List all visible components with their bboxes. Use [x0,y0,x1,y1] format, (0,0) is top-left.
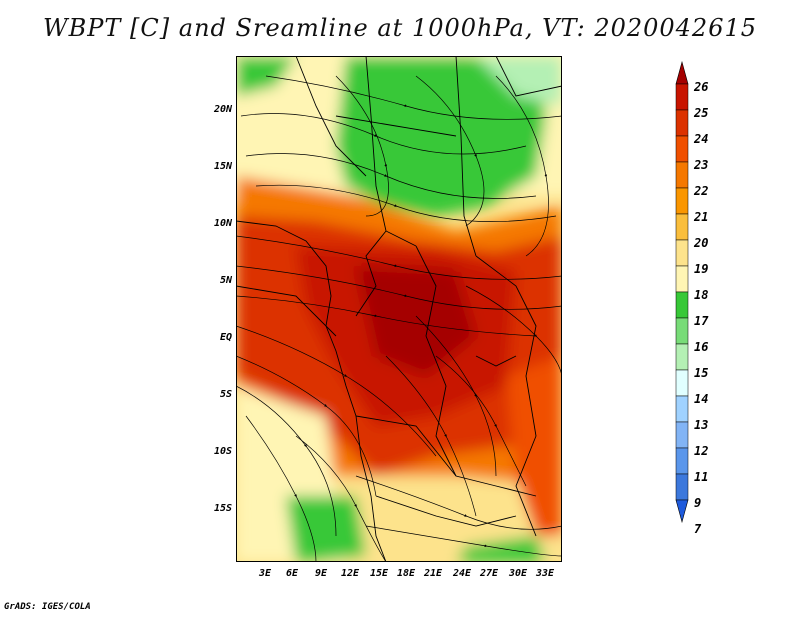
lon-label-24e: 24E [452,568,472,579]
colorbar-label-25: 25 [694,106,709,120]
field-darkred-core-2 [356,266,476,376]
lat-label-5n: 5N [219,275,232,286]
colorbar-label-11: 11 [694,470,709,484]
colorbar-swatch-11 [675,447,689,475]
colorbar-label-24: 24 [694,132,709,146]
colorbar-swatch-13 [675,395,689,423]
map-plot [236,56,562,562]
lat-label-20n: 20N [213,104,232,115]
lon-label-21e: 21E [423,568,443,579]
colorbar-swatch-22 [675,161,689,189]
lat-label-5s: 5S [219,389,232,400]
colorbar-top-arrow [675,60,689,85]
colorbar-swatch-18 [675,265,689,293]
map-title: WBPT [C] and Sreamline at 1000hPa, VT: 2… [42,14,758,42]
colorbar-label-26: 26 [694,80,709,94]
lat-label-15n: 15N [213,161,232,172]
colorbar-label-12: 12 [694,444,709,458]
field-south-yellow [326,476,562,562]
lat-label-15s: 15S [213,503,232,514]
colorbar-label-9: 9 [694,496,702,510]
lon-label-15e: 15E [369,568,389,579]
colorbar-label-20: 20 [694,236,709,250]
colorbar-bottom-arrow [675,499,689,524]
lat-label-eq: EQ [219,332,232,343]
colorbar-swatch-16 [675,317,689,345]
field-north-lightgreen [476,56,562,106]
colorbar-label-23: 23 [694,158,709,172]
colorbar-swatch-19 [675,239,689,267]
field-se-green [456,536,546,562]
lat-label-10s: 10S [213,446,232,457]
streamlines [236,75,562,562]
colorbar-label-7: 7 [694,522,702,536]
colorbar-swatch-20 [675,213,689,241]
lat-label-10n: 10N [213,218,232,229]
colorbar-swatch-21 [675,187,689,215]
lon-label-18e: 18E [396,568,416,579]
lon-label-33e: 33E [535,568,555,579]
lon-label-12e: 12E [340,568,360,579]
colorbar-swatch-24 [675,109,689,137]
field-east-orange [506,356,562,536]
borders [236,56,562,562]
lon-label-9e: 9E [314,568,328,579]
lon-label-3e: 3E [258,568,272,579]
colorbar-swatch-9 [675,473,689,501]
colorbar-swatch-12 [675,421,689,449]
colorbar [675,60,689,524]
footer-credit: GrADS: IGES/COLA [4,602,91,612]
lon-label-30e: 30E [508,568,528,579]
colorbar-swatch-25 [675,83,689,111]
colorbar-label-22: 22 [694,184,709,198]
colorbar-swatch-17 [675,291,689,319]
lon-label-27e: 27E [479,568,499,579]
colorbar-label-21: 21 [694,210,709,224]
field-sw-green [286,496,366,562]
colorbar-label-17: 17 [694,314,709,328]
colorbar-label-15: 15 [694,366,709,380]
colorbar-label-19: 19 [694,262,709,276]
field-north-green [336,56,546,216]
colorbar-swatch-14 [675,369,689,397]
colorbar-label-14: 14 [694,392,709,406]
colorbar-label-18: 18 [694,288,709,302]
colorbar-swatch-23 [675,135,689,163]
colorbar-swatch-15 [675,343,689,371]
lon-label-6e: 6E [285,568,299,579]
map-panel [236,56,562,562]
colorbar-label-13: 13 [694,418,709,432]
colorbar-label-16: 16 [694,340,709,354]
